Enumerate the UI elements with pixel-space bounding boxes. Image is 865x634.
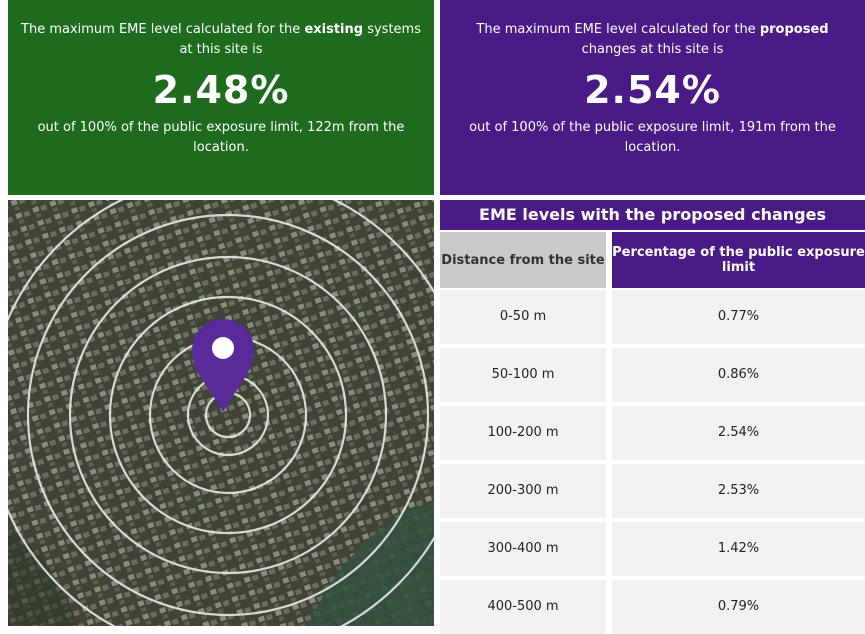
table-cell: 0.86% — [612, 348, 865, 402]
table-cell: 2.54% — [612, 406, 865, 460]
existing-value: 2.48% — [20, 68, 422, 112]
table-title: EME levels with the proposed changes — [440, 200, 865, 230]
proposed-footer: out of 100% of the public exposure limit… — [452, 118, 853, 158]
proposed-box: The maximum EME level calculated for the… — [440, 0, 865, 195]
text: The maximum EME level calculated for the — [21, 22, 304, 37]
column-header: Percentage of the public exposure limit — [612, 232, 865, 288]
table-cell: 1.42% — [612, 522, 865, 576]
proposed-intro: The maximum EME level calculated for the… — [452, 20, 853, 60]
text: proposed — [760, 22, 829, 37]
existing-footer: out of 100% of the public exposure limit… — [20, 118, 422, 158]
text: existing — [304, 22, 363, 37]
table-cell: 50-100 m — [440, 348, 606, 402]
text: changes at this site is — [582, 42, 724, 57]
column-header: Distance from the site — [440, 232, 606, 288]
text: The maximum EME level calculated for the — [476, 22, 759, 37]
table-cell: 300-400 m — [440, 522, 606, 576]
site-map — [8, 200, 434, 626]
table-cell: 100-200 m — [440, 406, 606, 460]
table-cell: 0.77% — [612, 290, 865, 344]
table-cell: 200-300 m — [440, 464, 606, 518]
proposed-value: 2.54% — [452, 68, 853, 112]
table-cell: 0-50 m — [440, 290, 606, 344]
table-cell: 2.53% — [612, 464, 865, 518]
existing-intro: The maximum EME level calculated for the… — [20, 20, 422, 60]
existing-box: The maximum EME level calculated for the… — [8, 0, 434, 195]
page: {"existing": {"intro_before": "The maxim… — [0, 0, 865, 626]
